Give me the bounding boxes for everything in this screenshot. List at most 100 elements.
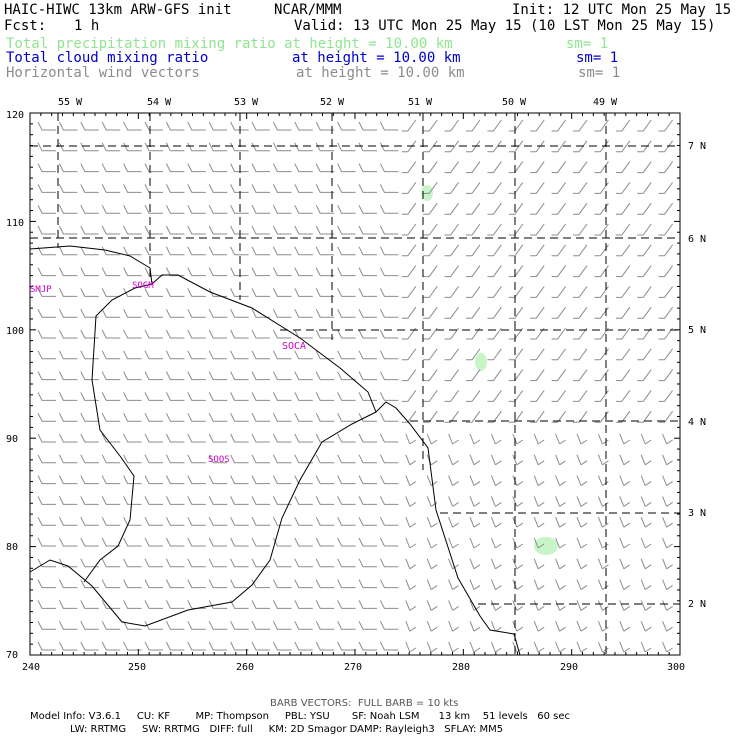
- wind-barb: [337, 142, 356, 152]
- axis-ticks: [29, 112, 681, 656]
- wind-barb: [444, 327, 460, 340]
- wind-barb: [597, 433, 609, 445]
- wind-barb: [466, 202, 481, 215]
- wind-barb: [187, 329, 206, 339]
- wind-barb: [187, 558, 206, 568]
- wind-barb: [358, 308, 377, 318]
- wind-barb: [123, 600, 142, 609]
- wind-barb: [637, 327, 652, 340]
- wind-barb: [337, 246, 356, 256]
- wind-barb: [101, 204, 121, 214]
- wind-barb: [144, 516, 163, 526]
- wind-barb: [512, 558, 524, 570]
- wind-barb: [101, 329, 121, 339]
- wind-barb: [101, 475, 121, 485]
- wind-barb: [37, 433, 56, 443]
- wind-barb: [597, 475, 609, 487]
- wind-barb: [637, 390, 652, 402]
- wind-barb: [337, 350, 356, 360]
- wind-barb: [337, 184, 356, 193]
- wind-barb: [466, 119, 481, 132]
- wind-barb: [187, 537, 206, 547]
- wind-barb: [490, 496, 502, 507]
- wind-barb: [490, 600, 502, 611]
- wind-barb: [662, 433, 673, 445]
- wind-barb: [294, 558, 313, 568]
- wind-barb: [576, 454, 588, 466]
- wind-barb: [597, 579, 609, 591]
- wind-barb: [533, 579, 545, 591]
- wind-barb: [658, 140, 674, 153]
- wind-barb: [187, 288, 206, 297]
- wind-barb: [208, 433, 228, 443]
- wind-barb: [423, 202, 438, 215]
- wind-barb: [80, 246, 99, 256]
- wind-barb: [619, 579, 631, 591]
- wind-barb: [379, 267, 399, 277]
- wind-barb: [423, 244, 438, 257]
- y-tick-label: 100: [6, 326, 24, 337]
- wind-barb: [251, 496, 270, 505]
- wind-barb: [58, 579, 78, 589]
- wind-barb: [555, 600, 566, 611]
- wind-barb: [533, 558, 545, 570]
- wind-barb: [576, 496, 588, 507]
- wind-barb: [315, 454, 335, 464]
- wind-barb: [637, 369, 652, 382]
- wind-barb: [487, 410, 502, 423]
- wind-barb: [208, 246, 228, 256]
- wind-barb: [508, 265, 524, 278]
- wind-barb: [272, 163, 292, 173]
- wind-barb: [187, 496, 206, 505]
- wind-barb: [165, 496, 185, 505]
- wind-barb: [144, 454, 163, 464]
- wind-barb: [487, 390, 502, 402]
- wind-barb: [662, 496, 673, 507]
- wind-barb: [101, 246, 121, 256]
- wind-barb: [615, 265, 631, 278]
- wind-barb: [230, 433, 249, 443]
- wind-barb: [637, 306, 652, 319]
- wind-barb: [358, 641, 377, 651]
- wind-barb: [251, 537, 270, 547]
- wind-barb: [58, 620, 78, 630]
- wind-barb: [230, 371, 249, 381]
- wind-barb: [101, 558, 121, 568]
- wind-barb: [37, 620, 56, 630]
- wind-barb: [640, 641, 652, 653]
- wind-barb: [251, 246, 270, 256]
- wind-barb: [615, 202, 631, 215]
- wind-barb: [379, 246, 399, 256]
- wind-barb: [662, 537, 673, 549]
- wind-barb: [597, 558, 609, 570]
- wind-barb: [469, 433, 481, 445]
- wind-barb: [230, 641, 249, 651]
- wind-barb: [230, 558, 249, 568]
- wind-barb: [619, 496, 631, 507]
- wind-barb: [101, 433, 121, 443]
- wind-barb: [337, 579, 356, 589]
- x-tick-label: 260: [236, 662, 254, 673]
- wind-barb: [490, 621, 502, 632]
- wind-barb: [123, 163, 142, 173]
- wind-barb: [615, 348, 631, 361]
- wind-barb: [144, 558, 163, 568]
- wind-barb: [551, 140, 567, 153]
- station-label-soos: SOOS: [208, 455, 230, 465]
- wind-barb: [58, 184, 78, 193]
- wind-barb: [469, 496, 481, 507]
- wind-barb: [405, 496, 417, 507]
- wind-barb: [508, 182, 524, 194]
- wind-barb: [573, 390, 588, 402]
- wind-barb: [444, 306, 460, 319]
- precip-area: [534, 537, 558, 555]
- wind-barb: [230, 350, 249, 360]
- wind-barb: [637, 119, 652, 132]
- wind-barb: [530, 265, 545, 278]
- wind-barb: [444, 348, 460, 361]
- wind-barb: [37, 308, 56, 318]
- wind-barb: [662, 454, 673, 466]
- wind-barb: [294, 246, 313, 256]
- wind-barb: [530, 286, 545, 298]
- wind-barb: [144, 246, 163, 256]
